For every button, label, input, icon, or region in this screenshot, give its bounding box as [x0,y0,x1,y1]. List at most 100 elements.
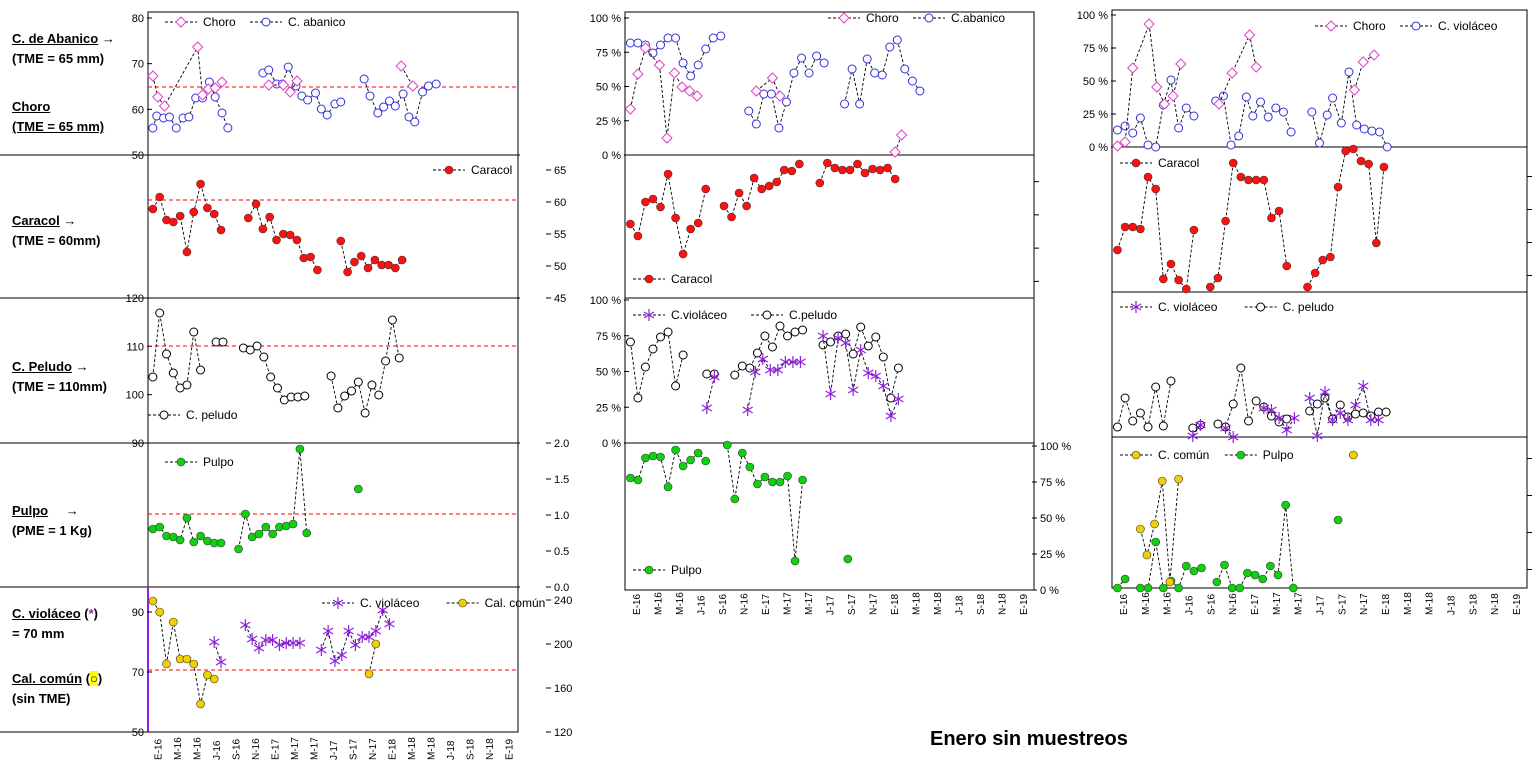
legend-R4-marker [1236,450,1246,460]
peludo-R-point [1151,382,1161,392]
choro-L-point [291,75,303,87]
star-stroke [1289,414,1300,422]
calcomun-L-point [209,674,219,684]
abanico-M-point [708,33,718,43]
pulpo-M-point [648,451,658,461]
y-tick-L3: 100 [126,390,144,402]
star-stroke [343,627,354,635]
y2-tick-M4: 75 % [1040,477,1065,489]
peludo-M-point [790,327,800,337]
star-stroke [1281,426,1293,434]
x-label-left: E-17 [271,738,282,760]
x-label-middle: E-16 [632,593,643,615]
y2-tick-M4: 25 % [1040,549,1065,561]
star-stroke [832,334,844,342]
abanico-L-point [164,112,174,122]
caracol-R-point [1159,274,1168,284]
calcomun-R-point [1349,450,1358,460]
peludo-R-point [1158,421,1168,431]
pulpo-L-point [254,529,264,539]
pulpo-M-point [626,473,635,483]
pulpo-R-point [1212,577,1222,587]
pulpo-M-point [641,453,650,463]
legend-R2-text: Caracol [1158,156,1199,170]
peludo-L-point [326,371,336,381]
caracol-M-point [633,231,643,241]
abanico-M-point [663,33,673,43]
peludo-M-point [671,381,681,391]
choro-R-point [1158,98,1171,110]
note-enero: Enero sin muestreos [930,728,1128,750]
peludo-M-point [818,340,828,350]
caracol-M-point [764,181,774,191]
y-tick-M1: 50 % [596,82,621,94]
abanico-M-point [671,33,681,43]
x-label-right: S-16 [1206,593,1217,615]
caracol-R-point [1251,175,1261,185]
abanico-M-point [907,76,917,86]
peludo-L-point [245,345,255,355]
legend-L5-text: Cal. común [485,596,546,610]
y2-tick-M4: 50 % [1040,513,1065,525]
violaceo-L-point [329,655,341,667]
pulpo-M-point [686,455,695,465]
pulpo-L-point [216,538,226,548]
peludo-L-point [252,341,262,351]
caracol-R-point [1364,159,1373,169]
violaceo-R-point [1266,404,1277,416]
peludo-L-point [360,408,370,418]
pulpo-R-point [1288,583,1298,593]
caracol-R-point [1303,282,1312,292]
star-stroke [1357,382,1369,390]
x-label-left: J-18 [446,740,457,760]
abanico-R-point [1234,131,1244,141]
x-label-left: M-18 [407,737,418,760]
star-stroke [1304,394,1315,402]
x-label-middle: S-16 [718,593,729,615]
legend-M3-marker [762,310,772,320]
choro-M-point [683,85,696,97]
x-label-right: E-18 [1381,593,1392,615]
x-label-middle: N-16 [739,593,750,615]
x-label-right: N-16 [1228,593,1239,615]
abanico-R-point [1174,123,1184,133]
label-abanico-tme: (TME = 65 mm) [12,51,105,66]
label-caracol-tme: (TME = 60mm) [12,233,101,248]
caracol-R-point [1379,162,1389,172]
legend-M4-text: Pulpo [671,563,702,577]
violaceo-R-point [1258,402,1270,414]
peludo-L-point [259,352,269,362]
star-stroke [363,633,375,641]
y2-tick-L4: 1.5 [554,474,569,486]
y-tick-L3: 90 [132,438,144,450]
pulpo-M-point [701,456,711,466]
x-label-middle: M-17 [782,592,793,615]
x-label-middle: E-17 [761,593,772,615]
peludo-M-point [886,393,896,403]
star-stroke [862,369,874,377]
abanico-L-point [283,62,293,72]
abanico-R-point [1241,92,1251,102]
abanico-L-point [410,117,420,127]
choro-R-point [1357,56,1369,68]
caracol-M-point [795,159,804,169]
choro-M-point [750,85,763,97]
choro-L-point [284,86,296,98]
x-label-left: M-16 [173,737,184,760]
choro-R-point [1213,98,1225,110]
star-stroke [855,346,867,354]
pulpo-R-point [1120,574,1130,584]
pulpo-M-point [656,452,665,462]
peludo-L-line [152,312,202,389]
x-label-right: E-19 [1512,593,1523,615]
abanico-L-point [322,110,332,120]
abanico-R-point [1307,107,1317,117]
abanico-M-point [774,123,784,133]
y-tick-M1: 0 % [602,150,621,162]
calcomun-L-point [155,607,164,617]
choro-L-point [147,70,159,82]
peludo-R-point [1166,376,1176,386]
legend-R1-text: Choro [1353,19,1386,33]
legend-L5-marker [458,598,467,608]
